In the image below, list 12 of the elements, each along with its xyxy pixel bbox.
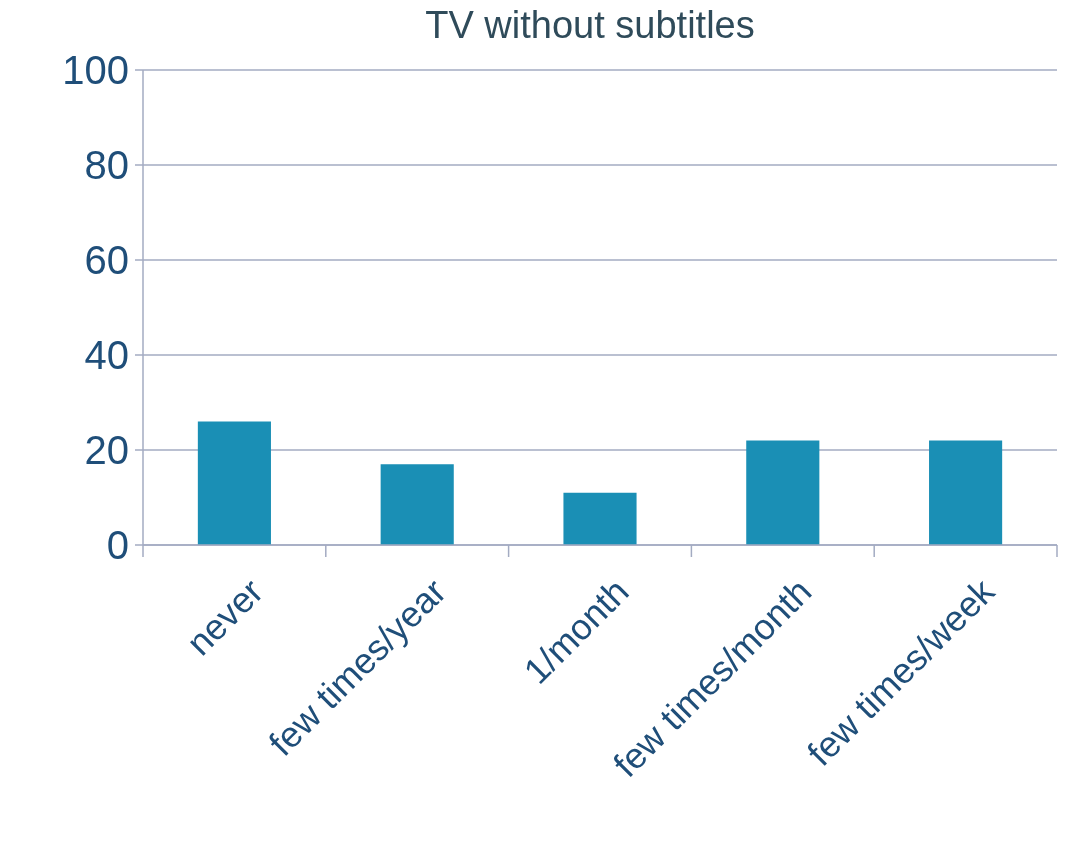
y-tick-label: 40 xyxy=(84,333,129,377)
chart-title: TV without subtitles xyxy=(425,4,755,46)
bar xyxy=(929,440,1003,545)
bar xyxy=(746,440,820,545)
y-tick-label: 100 xyxy=(62,48,129,92)
y-tick-label: 0 xyxy=(106,523,129,567)
bar xyxy=(197,421,271,545)
bar xyxy=(380,464,454,545)
y-tick-label: 80 xyxy=(84,143,129,187)
y-tick-label: 20 xyxy=(84,428,129,472)
y-tick-label: 60 xyxy=(84,238,129,282)
bar xyxy=(563,492,637,545)
